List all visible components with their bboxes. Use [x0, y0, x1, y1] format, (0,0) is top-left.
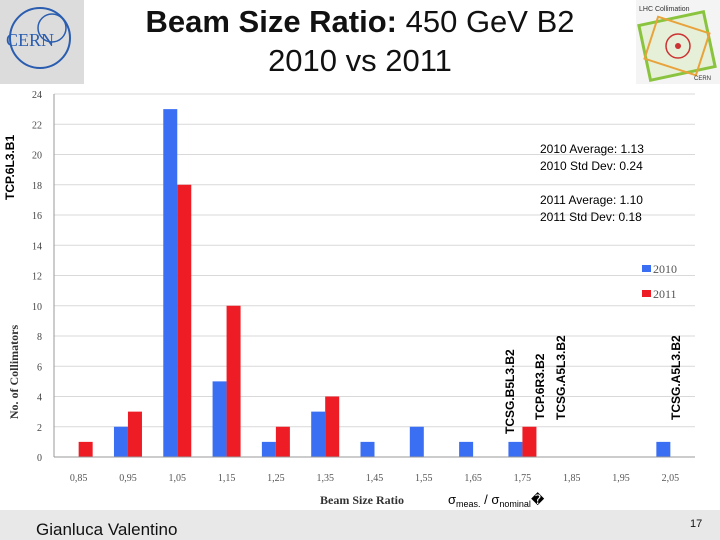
lhc-collimation-logo: LHC Collimation CERN	[636, 0, 720, 84]
bar-2011-0-95	[127, 411, 142, 457]
y-tick-label: 6	[37, 362, 42, 373]
gridlines	[54, 93, 695, 428]
bar-2011-0-85	[78, 441, 93, 457]
bar-2010-2-05	[656, 441, 671, 457]
slide-title-line2: 2010 vs 2011	[268, 43, 452, 78]
bar-2010-1-45	[360, 441, 375, 457]
x-tick-label: 1,55	[415, 473, 433, 484]
y-tick-label: 2	[37, 423, 42, 434]
legend-label-2011: 2011	[653, 287, 677, 301]
bar-2010-1-55	[409, 426, 424, 457]
stats-2011-average: 2011 Average: 1.10	[540, 193, 643, 207]
page-number: 17	[690, 518, 703, 530]
bar-2010-0-95	[113, 426, 128, 457]
slide-footer: Gianluca Valentino 17	[0, 510, 720, 540]
stats-2011-stddev: 2011 Std Dev: 0.18	[540, 210, 642, 224]
stats-annotation: 2010 Average: 1.13 2010 Std Dev: 0.24 20…	[540, 142, 644, 224]
y-tick-label: 18	[32, 181, 42, 192]
title-rest: 450 GeV B2	[397, 4, 575, 39]
legend: 2010 2011	[642, 262, 677, 301]
y-tick-label: 24	[32, 90, 42, 101]
legend-label-2010: 2010	[653, 262, 677, 276]
y-tick-label: 20	[32, 151, 42, 162]
cern-logo-graphic: CERN	[6, 7, 71, 69]
outlier-label-tcp6r3: TCP.6R3.B2	[533, 353, 547, 420]
x-tick-label: 0,95	[119, 473, 137, 484]
presenter-name: Gianluca Valentino	[36, 520, 178, 539]
y-tick-label: 12	[32, 272, 42, 283]
x-tick-labels: 0,85 0,95 1,05 1,15 1,25 1,35 1,45 1,55 1,65 1,75…	[70, 473, 679, 484]
x-tick-label: 0,85	[70, 473, 88, 484]
stats-2010-stddev: 2010 Std Dev: 0.24	[540, 159, 643, 173]
x-tick-label: 1,05	[169, 473, 187, 484]
y-tick-label: 0	[37, 453, 42, 464]
x-tick-label: 1,15	[218, 473, 236, 484]
bar-2011-1-75	[522, 426, 537, 457]
x-tick-label: 1,85	[563, 473, 581, 484]
x-axis-label: Beam Size Ratio	[320, 493, 404, 507]
lhc-logo-text: LHC Collimation	[639, 6, 690, 13]
x-tick-label: 1,95	[612, 473, 630, 484]
x-tick-label: 1,45	[366, 473, 384, 484]
y-tick-label: 16	[32, 211, 42, 222]
lhc-logo-cern-text: CERN	[694, 76, 711, 82]
x-tick-label: 2,05	[662, 473, 680, 484]
bar-2010-1-35	[311, 411, 326, 457]
outlier-label-tcsg-a5l3-205: TCSG.A5L3.B2	[669, 335, 683, 420]
cern-logo: CERN	[0, 0, 84, 84]
bars	[78, 109, 671, 457]
outlier-label-tcp6l3: TCP.6L3.B1	[3, 135, 17, 200]
legend-swatch-2010	[642, 265, 651, 272]
legend-swatch-2011	[642, 290, 651, 297]
x-tick-label: 1,75	[514, 473, 532, 484]
bar-2011-1-35	[325, 396, 340, 457]
y-axis-label: No. of Collimators	[7, 325, 21, 420]
slide-title: Beam Size Ratio: 450 GeV B2	[84, 4, 636, 40]
outlier-label-tcsg-a5l3-175: TCSG.A5L3.B2	[554, 335, 568, 420]
cern-logo-text: CERN	[6, 30, 54, 50]
x-tick-label: 1,65	[464, 473, 482, 484]
stats-2010-average: 2010 Average: 1.13	[540, 142, 644, 156]
y-tick-label: 14	[32, 241, 42, 252]
title-bold: Beam Size Ratio:	[145, 4, 397, 39]
chart-area: 0 2 4 6 8 10 12 14 16 18 20 22 24 0,85 0,95 1,05 1,15 1,…	[0, 84, 720, 510]
slide-header: CERN Beam Size Ratio: 450 GeV B2 2010 vs…	[0, 0, 720, 84]
bar-2011-1-05	[177, 184, 192, 457]
bar-2010-1-05	[163, 109, 178, 457]
outlier-label-tcsg-b5l3: TCSG.B5L3.B2	[503, 349, 517, 434]
bar-2011-1-15	[226, 305, 241, 457]
bar-2010-1-15	[212, 381, 227, 457]
lhc-collimation-graphic: LHC Collimation CERN	[637, 6, 717, 83]
bar-2010-1-65	[459, 441, 474, 457]
x-tick-label: 1,25	[267, 473, 285, 484]
y-tick-label: 4	[37, 393, 42, 404]
x-tick-label: 1,35	[316, 473, 334, 484]
y-tick-label: 22	[32, 120, 42, 131]
y-tick-label: 10	[32, 302, 42, 313]
bar-2010-1-25	[261, 441, 276, 457]
bar-2010-1-75	[508, 441, 523, 457]
bar-2011-1-25	[275, 426, 290, 457]
sigma-ratio-label: σmeas. / σnominal�	[448, 492, 545, 509]
y-tick-label: 8	[37, 332, 42, 343]
